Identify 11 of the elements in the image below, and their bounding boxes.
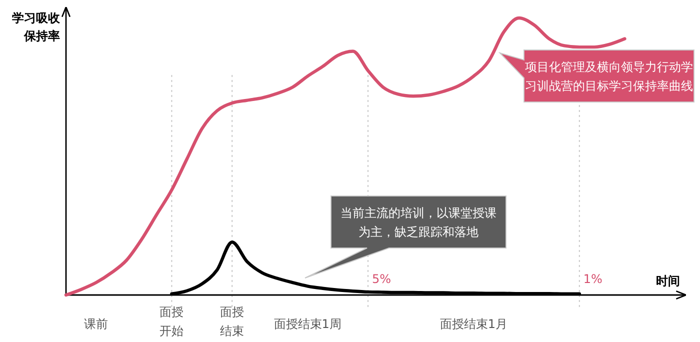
annotation: 1% [583,272,602,286]
x-tick-label: 面授结束1月 [440,317,508,331]
x-axis-title: 时间 [656,274,680,288]
x-tick-label: 面授结束 [220,305,244,338]
annotation: 5% [372,272,392,286]
x-tick-label: 面授结束1周 [274,317,342,331]
y-axis-title: 学习吸收保持率 [12,11,61,43]
x-tick-label: 课前 [84,317,108,331]
annotation: 当前主流的培训，以课堂授课为主，缺乏跟踪和落地 [340,206,496,239]
x-tick-label: 面授开始 [160,305,184,338]
annotation: 项目化管理及横向领导力行动学习训战营的目标学习保持率曲线 [525,60,693,93]
